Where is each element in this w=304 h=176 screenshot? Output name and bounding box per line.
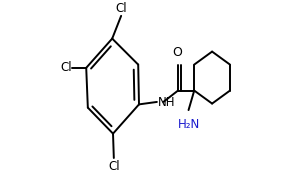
Text: Cl: Cl <box>108 160 120 173</box>
Text: NH: NH <box>158 96 175 109</box>
Text: H₂N: H₂N <box>178 118 200 131</box>
Text: O: O <box>172 46 182 59</box>
Text: Cl: Cl <box>60 61 72 74</box>
Text: Cl: Cl <box>115 2 127 15</box>
